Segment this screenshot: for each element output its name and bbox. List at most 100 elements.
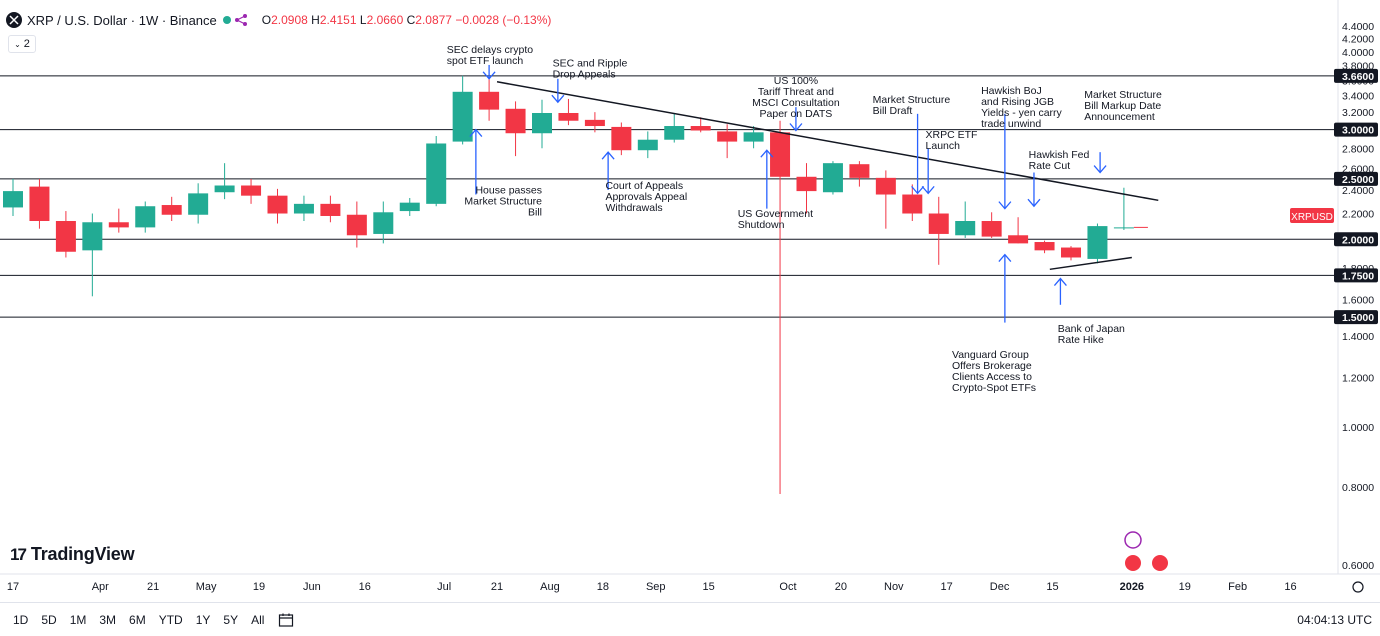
candle-body [1113,227,1134,229]
candle-body [690,126,711,131]
x-tick-label: May [196,581,217,593]
timeframe-1m[interactable]: 1M [69,612,87,627]
annotation-text: trade unwind [981,118,1041,130]
annotation-text: House passes [475,184,542,196]
candle-body [452,91,473,142]
candle-body [82,222,103,251]
candlestick-chart[interactable]: 4.40004.20004.00003.80003.60003.40003.20… [0,0,1380,602]
x-tick-label: 16 [359,581,371,593]
x-tick-label: Dec [990,581,1010,593]
annotation-text: US Government [738,208,813,220]
annotation-text: Rate Hike [1058,334,1104,346]
x-tick-label: Oct [779,581,796,593]
chart-header: XRP / U.S. Dollar · 1W · Binance O2.0908… [6,10,551,30]
indicators-toggle[interactable]: ⌄ 2 [8,35,36,53]
x-tick-label: 18 [597,581,609,593]
y-tick-label: 2.4000 [1342,185,1374,197]
annotation-arrowhead [760,149,774,158]
timeframe-5d[interactable]: 5D [41,612,57,627]
annotation-arrowhead [551,94,565,104]
x-tick-label: 21 [491,581,503,593]
x-tick-label: Nov [884,581,904,593]
candle-body [373,212,394,234]
candle-body [29,186,50,221]
clock[interactable]: 04:04:13 UTC [1297,613,1372,627]
annotation-text: Crypto-Spot ETFs [952,382,1036,394]
annotation-text: XRPC ETF [926,129,978,141]
y-tick-label: 3.2000 [1342,107,1374,119]
x-tick-label: Jul [437,581,451,593]
annotation-text: and Rising JGB [981,96,1054,108]
x-tick-label: 16 [1284,581,1296,593]
annotation-text: Tariff Threat and [758,86,834,98]
ohlc-open: 2.0908 [271,13,308,27]
annotation-text: Launch [926,140,961,152]
timeframe-all[interactable]: All [251,612,265,627]
annotation-text: Bank of Japan [1058,323,1125,335]
annotation-arrowhead [482,71,496,80]
annotation-text: Vanguard Group [952,349,1029,361]
x-tick-label: 21 [147,581,159,593]
annotation-arrowhead [911,185,925,195]
symbol-price-tag-bg [1290,207,1334,223]
x-tick-label: 20 [835,581,847,593]
calendar-goto-icon[interactable] [278,613,294,627]
annotation-text: spot ETF launch [447,55,524,67]
candle-body [743,132,764,142]
annotation-text: SEC and Ripple [553,57,628,69]
level-label-bg [1334,232,1378,247]
annotation-text: Drop Appeals [553,68,616,80]
candle-body [875,177,896,195]
candle-body [3,191,23,208]
annotation-arrowhead [469,128,483,138]
annotation-text: Withdrawals [605,202,662,214]
annotation-text: Yields - yen carry [981,107,1062,119]
annotation-text: Market Structure [873,94,951,106]
x-tick-label: Jun [303,581,321,593]
annotation-arrowhead [601,151,615,160]
event-icon [1124,531,1142,549]
annotation-text: Bill Draft [873,105,913,117]
symbol-title[interactable]: XRP / U.S. Dollar · 1W · Binance [27,12,217,28]
candle-body [55,220,76,252]
y-tick-label: 0.8000 [1342,482,1374,494]
ohlc-low-key: L [359,13,367,27]
annotation-text: Court of Appeals [605,180,683,192]
us-flag-icon [1125,555,1141,571]
annotation-arrowhead [1093,165,1107,174]
candle-body [558,112,579,121]
x-tick-label: 19 [1179,581,1191,593]
y-tick-label: 4.4000 [1342,21,1374,33]
candle-body [241,185,262,196]
candle-body [346,214,367,236]
chevron-down-icon: ⌄ [14,39,21,49]
candle-body [135,206,156,228]
ohlc-close: 2.0877 [415,13,452,27]
x-tick-label: 2026 [1120,581,1144,593]
timeframe-1y[interactable]: 1Y [195,612,211,627]
timeframe-6m[interactable]: 6M [129,612,146,627]
candle-body [267,195,288,214]
level-label-bg [1334,268,1378,283]
timeframe-3m[interactable]: 3M [99,612,117,627]
ohlc-high-key: H [311,13,320,27]
timeframe-1d[interactable]: 1D [13,612,29,627]
annotation-text: US 100% [774,75,818,87]
annotation-arrowhead [789,123,803,132]
share-icon[interactable] [234,13,248,27]
timeframe-ytd[interactable]: YTD [158,612,183,627]
x-tick-label: Sep [646,581,666,593]
candle-body [479,91,500,110]
level-label-bg [1334,171,1378,186]
logo-text: TradingView [30,544,135,564]
y-tick-label: 1.2000 [1342,372,1374,384]
annotation-text: Bill [528,206,542,218]
candle-body [108,222,129,228]
level-label-bg [1334,68,1378,83]
timeframe-5y[interactable]: 5Y [223,612,239,627]
candle-body [928,213,949,234]
indicator-count: 2 [23,38,30,50]
tradingview-logo[interactable]: 17 TradingView [10,544,135,565]
bottom-toolbar: 1D 5D 1M 3M 6M YTD 1Y 5Y All 04:04:13 UT… [0,602,1380,636]
